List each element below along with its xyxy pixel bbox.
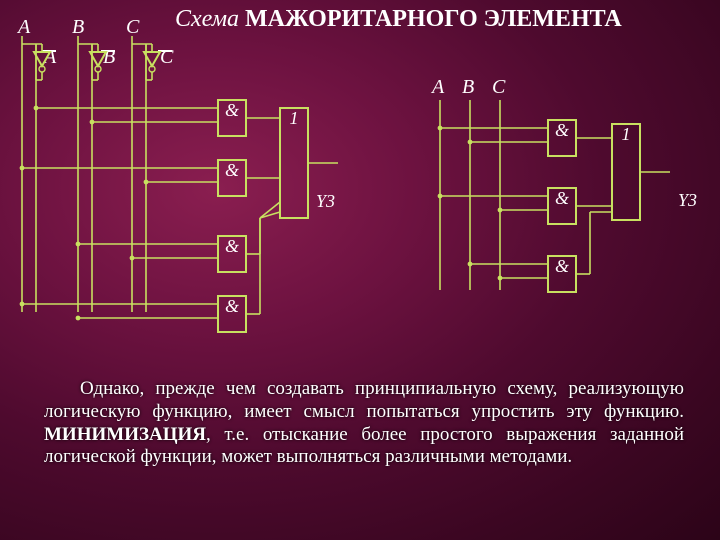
description-paragraph: Однако, прежде чем создавать принципиаль… — [44, 378, 684, 469]
svg-text:&: & — [225, 160, 239, 180]
para-bold: МИНИМИЗАЦИЯ — [44, 424, 206, 445]
svg-text:Y3: Y3 — [678, 190, 697, 210]
para-text1: Однако, прежде чем создавать принципиаль… — [44, 378, 684, 422]
svg-text:&: & — [555, 120, 569, 140]
svg-text:&: & — [555, 188, 569, 208]
svg-text:1: 1 — [622, 124, 631, 144]
svg-text:&: & — [555, 256, 569, 276]
svg-text:1: 1 — [290, 108, 299, 128]
svg-text:&: & — [225, 236, 239, 256]
svg-text:&: & — [225, 296, 239, 316]
svg-text:Y3: Y3 — [316, 191, 335, 211]
svg-text:&: & — [225, 100, 239, 120]
